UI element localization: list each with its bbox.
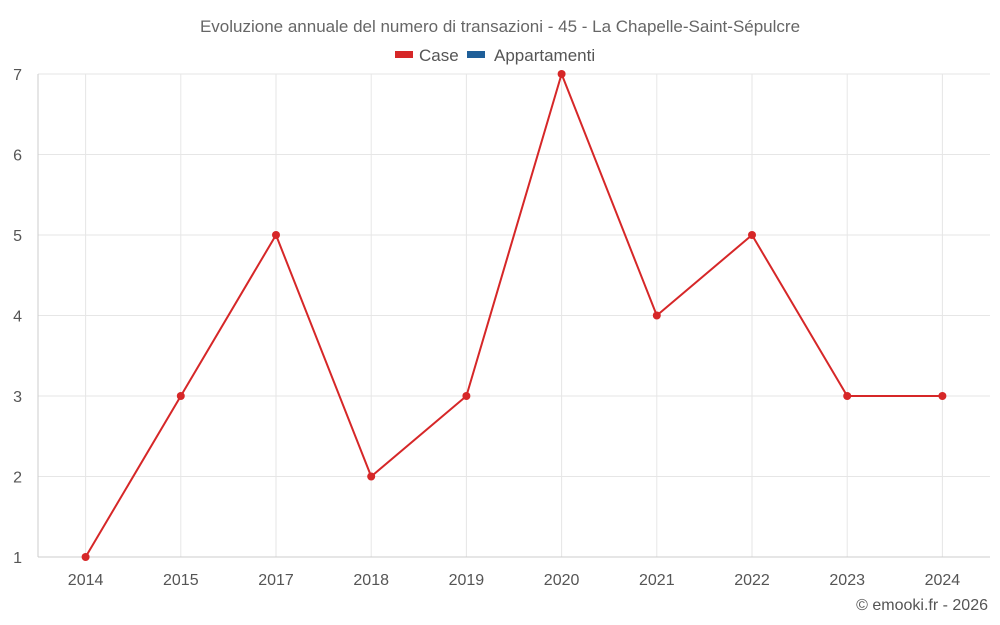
- legend-item-case[interactable]: Case: [395, 46, 459, 65]
- x-tick-label: 2018: [353, 572, 389, 589]
- data-point[interactable]: [81, 553, 90, 561]
- series-line-case: [84, 73, 943, 558]
- y-tick-label: 6: [13, 148, 22, 165]
- legend-label-appartamenti: Appartamenti: [494, 46, 595, 65]
- legend-swatch-case: [395, 51, 413, 58]
- data-point[interactable]: [748, 231, 756, 239]
- y-tick-label: 5: [13, 228, 22, 245]
- y-tick-label: 2: [13, 470, 22, 487]
- y-tick-label: 1: [13, 550, 22, 567]
- x-tick-label: 2024: [925, 572, 961, 589]
- data-point[interactable]: [367, 472, 376, 481]
- x-tick-label: 2022: [734, 572, 770, 589]
- y-tick-label: 3: [13, 389, 22, 406]
- data-point[interactable]: [272, 231, 280, 239]
- gridlines: [38, 73, 990, 557]
- axes: [37, 74, 990, 558]
- credit-text: © emooki.fr - 2026: [856, 597, 988, 614]
- x-tick-label: 2014: [68, 572, 104, 589]
- data-point[interactable]: [938, 392, 947, 400]
- x-tick-label: 2023: [829, 572, 865, 589]
- legend-label-case: Case: [419, 46, 459, 65]
- y-tick-label: 7: [13, 67, 22, 84]
- data-point[interactable]: [176, 392, 185, 400]
- x-tick-label: 2021: [639, 572, 675, 589]
- chart-title: Evoluzione annuale del numero di transaz…: [200, 17, 800, 36]
- legend-item-appartamenti[interactable]: Appartamenti: [467, 46, 595, 65]
- legend: Case Appartamenti: [395, 46, 595, 65]
- x-tick-label: 2019: [449, 572, 485, 589]
- data-point[interactable]: [843, 392, 852, 400]
- x-tick-labels: 2014 2015 2017 2018 2019 2020 2021 2022 2023 2024: [68, 572, 960, 589]
- y-tick-labels: 1 2 3 4 5 6 7: [13, 67, 22, 567]
- legend-swatch-appartamenti: [467, 51, 485, 58]
- y-tick-label: 4: [13, 309, 22, 326]
- x-tick-label: 2020: [544, 572, 580, 589]
- data-point[interactable]: [652, 311, 661, 320]
- series: [81, 70, 947, 561]
- x-tick-label: 2017: [258, 572, 294, 589]
- data-point[interactable]: [557, 70, 566, 78]
- x-tick-label: 2015: [163, 572, 199, 589]
- data-point[interactable]: [462, 392, 471, 400]
